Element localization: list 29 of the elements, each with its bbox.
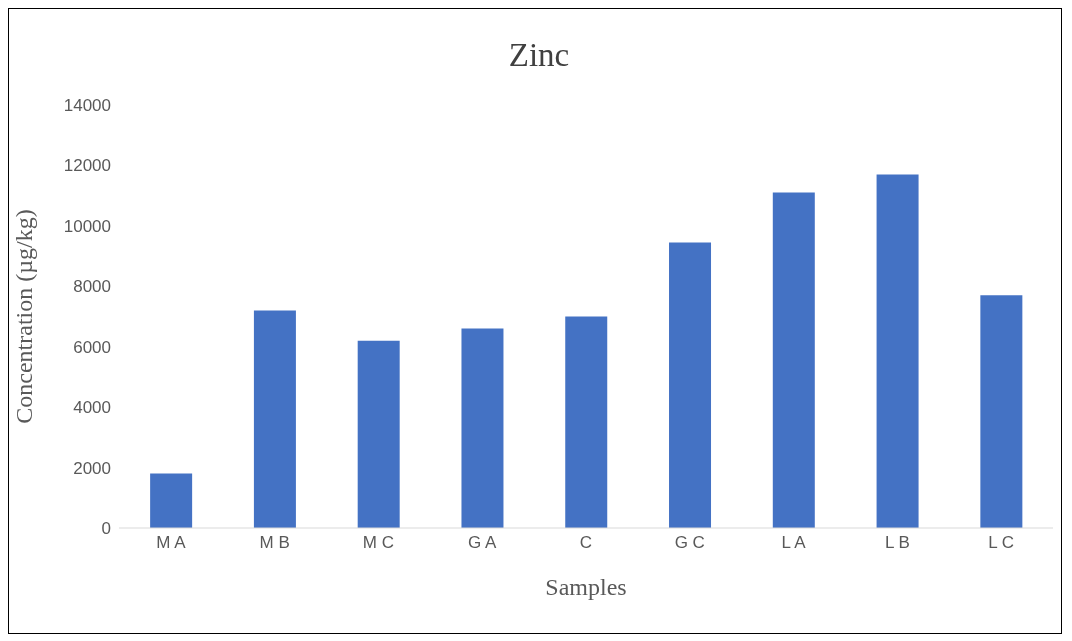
bar [150,473,193,528]
bar [253,310,296,528]
x-tick-label: L B [884,533,910,553]
x-tick-label: M B [259,533,290,553]
y-tick-label: 12000 [63,156,111,176]
y-tick-label: 2000 [73,458,111,478]
y-tick-label: 14000 [63,96,111,116]
x-tick-label: M A [156,533,187,553]
y-tick-label: 0 [101,519,111,539]
bar [980,295,1023,528]
y-tick-label: 6000 [73,337,111,357]
bar [357,340,400,528]
x-tick-label: C [579,533,593,553]
bar [669,242,712,528]
x-tick-label: G C [674,533,705,553]
bar [772,192,815,528]
y-tick-label: 8000 [73,277,111,297]
x-tick-label: M C [362,533,395,553]
x-tick-label: L A [781,533,807,553]
bar [876,174,919,528]
x-tick-label: G A [468,533,498,553]
x-tick-label: L C [988,533,1015,553]
chart-title: Zinc [507,37,571,74]
x-axis-title: Samples [545,574,627,600]
y-tick-label: 4000 [73,398,111,418]
bar [565,316,608,528]
bar [461,328,504,528]
y-tick-label: 10000 [63,216,111,236]
y-axis-title: Concentration (µg/kg) [10,209,37,424]
